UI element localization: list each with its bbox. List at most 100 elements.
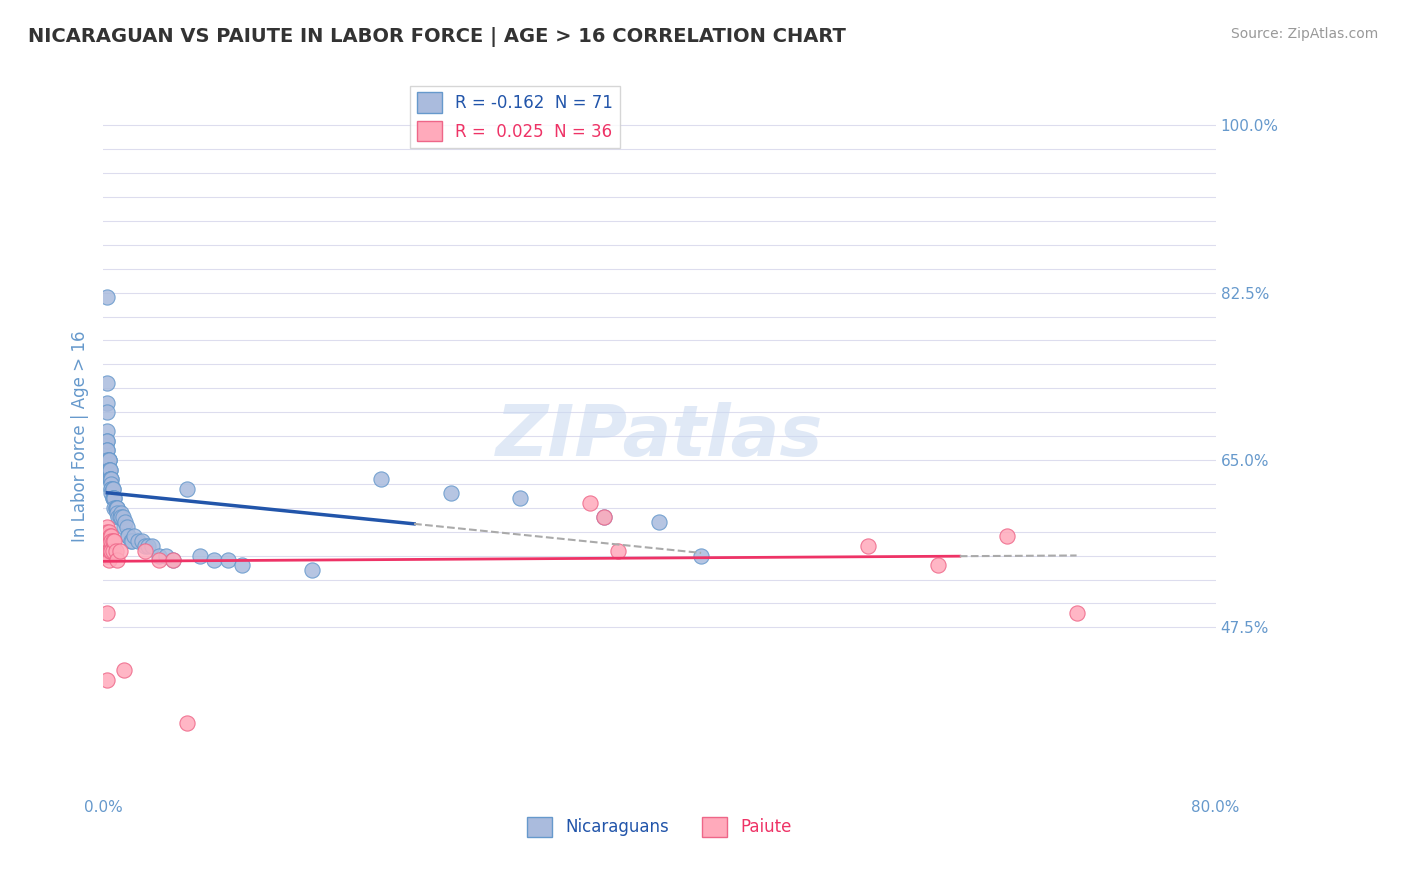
Point <box>111 510 134 524</box>
Point <box>96 549 118 563</box>
Text: Source: ZipAtlas.com: Source: ZipAtlas.com <box>1230 27 1378 41</box>
Point <box>217 553 239 567</box>
Point <box>301 563 323 577</box>
Point <box>97 453 120 467</box>
Legend: Nicaraguans, Paiute: Nicaraguans, Paiute <box>520 810 799 844</box>
Point <box>96 395 118 409</box>
Point <box>112 664 135 678</box>
Point <box>98 462 121 476</box>
Point <box>96 524 118 539</box>
Point <box>108 510 131 524</box>
Point <box>96 405 118 419</box>
Point <box>97 462 120 476</box>
Point <box>115 520 138 534</box>
Point <box>592 510 614 524</box>
Point <box>98 529 121 543</box>
Point <box>104 500 127 515</box>
Point <box>122 529 145 543</box>
Point <box>155 549 177 563</box>
Point <box>97 524 120 539</box>
Point <box>96 290 118 304</box>
Point <box>105 500 128 515</box>
Point <box>96 534 118 549</box>
Point <box>100 482 122 496</box>
Point <box>98 472 121 486</box>
Point <box>96 520 118 534</box>
Point <box>110 510 132 524</box>
Point <box>107 510 129 524</box>
Y-axis label: In Labor Force | Age > 16: In Labor Force | Age > 16 <box>72 330 89 541</box>
Point <box>97 453 120 467</box>
Point <box>103 534 125 549</box>
Point <box>134 539 156 553</box>
Point <box>134 544 156 558</box>
Point <box>127 534 149 549</box>
Point <box>100 544 122 558</box>
Point <box>162 553 184 567</box>
Point <box>96 434 118 448</box>
Point <box>148 553 170 567</box>
Point <box>136 539 159 553</box>
Point <box>141 539 163 553</box>
Point <box>370 472 392 486</box>
Point <box>162 553 184 567</box>
Point <box>148 549 170 563</box>
Point <box>96 443 118 458</box>
Point <box>176 716 198 731</box>
Point <box>105 553 128 567</box>
Point <box>100 529 122 543</box>
Point <box>96 539 118 553</box>
Point <box>100 534 122 549</box>
Point <box>97 534 120 549</box>
Point <box>112 520 135 534</box>
Point <box>579 496 602 510</box>
Point <box>98 462 121 476</box>
Point <box>98 544 121 558</box>
Point <box>100 476 122 491</box>
Point <box>108 544 131 558</box>
Point <box>104 544 127 558</box>
Point <box>105 506 128 520</box>
Point <box>96 544 118 558</box>
Point <box>97 453 120 467</box>
Point <box>97 462 120 476</box>
Point <box>96 425 118 439</box>
Point <box>101 534 124 549</box>
Point <box>103 500 125 515</box>
Point <box>117 529 139 543</box>
Point <box>96 376 118 391</box>
Point <box>100 486 122 500</box>
Point <box>120 534 142 549</box>
Point <box>98 472 121 486</box>
Point <box>231 558 253 573</box>
Point <box>117 529 139 543</box>
Point <box>96 606 118 620</box>
Point <box>101 491 124 506</box>
Point <box>110 506 132 520</box>
Point <box>509 491 531 506</box>
Text: NICARAGUAN VS PAIUTE IN LABOR FORCE | AGE > 16 CORRELATION CHART: NICARAGUAN VS PAIUTE IN LABOR FORCE | AG… <box>28 27 846 46</box>
Point <box>592 510 614 524</box>
Point <box>927 558 949 573</box>
Point <box>101 482 124 496</box>
Point <box>690 549 713 563</box>
Point <box>103 491 125 506</box>
Point <box>96 443 118 458</box>
Point <box>100 482 122 496</box>
Point <box>100 472 122 486</box>
Point <box>995 529 1018 543</box>
Point <box>648 515 671 529</box>
Text: ZIPatlas: ZIPatlas <box>496 401 823 471</box>
Point <box>121 534 143 549</box>
Point <box>440 486 463 500</box>
Point <box>101 491 124 506</box>
Point <box>100 472 122 486</box>
Point <box>104 500 127 515</box>
Point <box>97 553 120 567</box>
Point <box>96 529 118 543</box>
Point <box>96 453 118 467</box>
Point <box>96 434 118 448</box>
Point <box>101 544 124 558</box>
Point <box>96 673 118 687</box>
Point <box>103 491 125 506</box>
